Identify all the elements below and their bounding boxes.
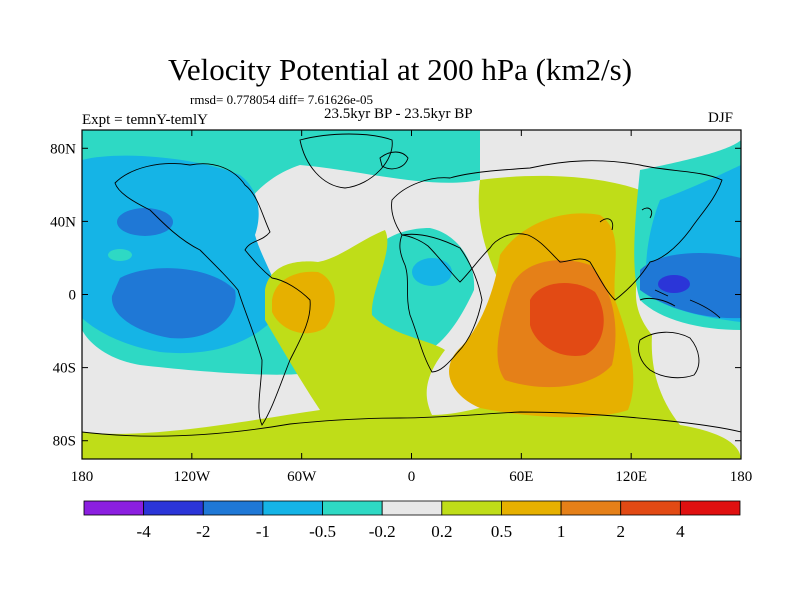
colorbar-tick-label: -2 — [196, 522, 210, 541]
x-tick-label: 60E — [509, 469, 533, 485]
colorbar-swatch — [322, 500, 383, 516]
colorbar-tick-label: -0.5 — [309, 522, 336, 541]
colorbar-tick-label: 4 — [676, 522, 685, 541]
chart-title: Velocity Potential at 200 hPa (km2/s) — [167, 52, 633, 87]
x-tick-label: 120W — [173, 469, 211, 485]
colorbar-tick-label: -1 — [256, 522, 270, 541]
colorbar-swatch — [679, 500, 741, 516]
colorbar-tick-label: -4 — [137, 522, 152, 541]
colorbar-tick-label: 0.2 — [431, 522, 452, 541]
stats-text: rmsd= 0.778054 diff= 7.61626e-05 — [190, 92, 374, 107]
colorbar-swatch — [560, 500, 622, 516]
x-tick-label: 180 — [71, 469, 94, 485]
velocity-potential-field — [82, 130, 741, 459]
season-label: DJF — [708, 110, 734, 126]
colorbar: -4 -2 -1 -0.5 -0.2 0.2 0.5 1 2 4 — [83, 500, 741, 541]
colorbar-swatch — [381, 500, 443, 516]
y-tick-label: 0 — [69, 288, 77, 304]
y-tick-label: 80S — [53, 434, 76, 450]
experiment-label: Expt = temnY-temlY — [82, 112, 208, 128]
colorbar-tick-label: 1 — [557, 522, 566, 541]
colorbar-swatch — [202, 500, 264, 516]
x-tick-label: 0 — [408, 469, 416, 485]
colorbar-swatch — [83, 500, 145, 516]
y-tick-label: 40S — [53, 361, 76, 377]
colorbar-tick-label: -0.2 — [369, 522, 396, 541]
colorbar-swatch — [143, 500, 204, 516]
colorbar-swatch — [441, 500, 502, 516]
x-tick-label: 180 — [730, 469, 753, 485]
colorbar-tick-label: 0.5 — [491, 522, 512, 541]
colorbar-tick-label: 2 — [616, 522, 625, 541]
y-tick-label: 80N — [50, 141, 76, 157]
colorbar-swatch — [262, 500, 323, 516]
coastlines — [82, 133, 741, 437]
period-label: 23.5kyr BP - 23.5kyr BP — [324, 106, 473, 122]
colorbar-swatch — [620, 500, 681, 516]
x-tick-label: 60W — [287, 469, 317, 485]
colorbar-swatch — [501, 500, 562, 516]
y-tick-label: 40N — [50, 214, 76, 230]
x-tick-label: 120E — [615, 469, 647, 485]
